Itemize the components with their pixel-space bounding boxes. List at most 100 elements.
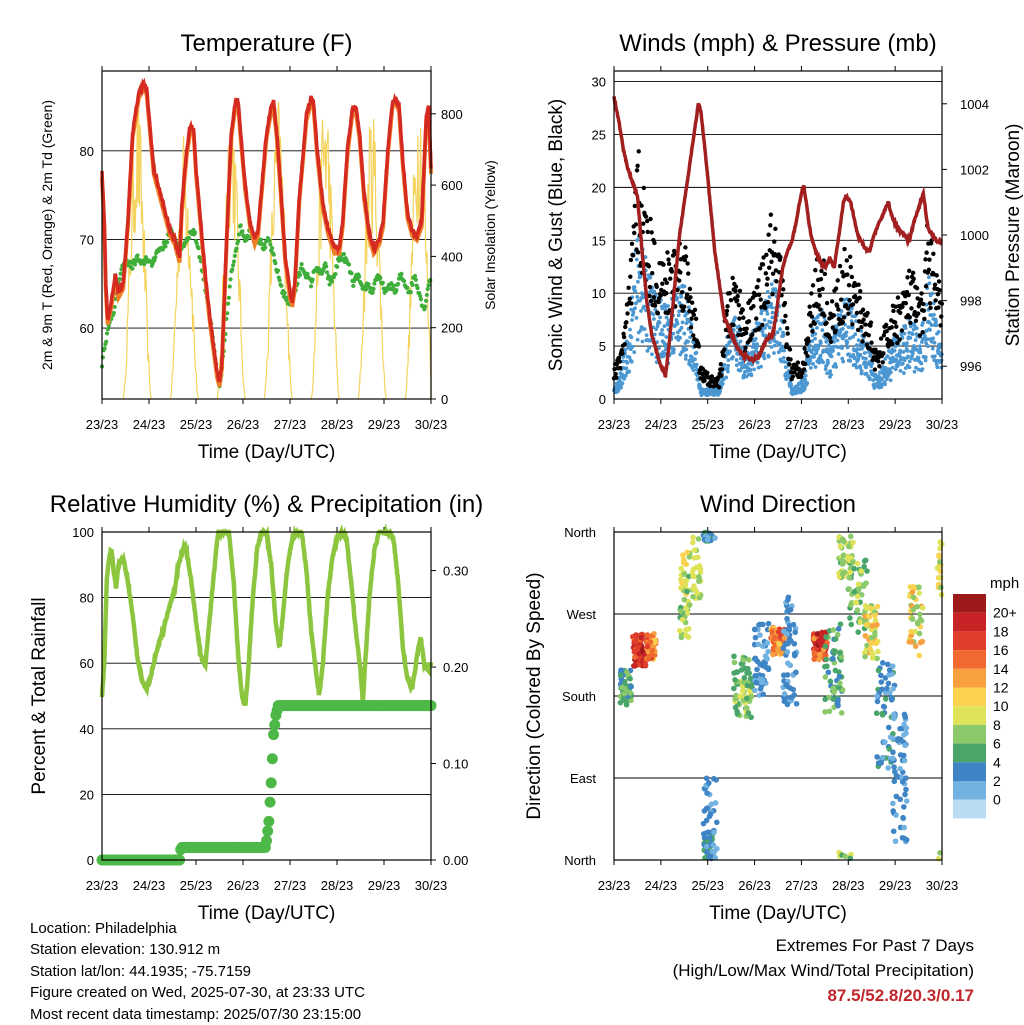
dewpoint-point <box>423 298 429 303</box>
direction-point <box>839 571 846 578</box>
wind-point <box>631 310 636 315</box>
gust-point <box>684 292 690 297</box>
temperature-ytick-label: 60 <box>80 321 94 336</box>
solar-insolation-line <box>310 119 340 400</box>
wind-point <box>892 348 897 353</box>
direction-point <box>879 660 886 666</box>
dewpoint-point <box>282 290 287 296</box>
solar-insolation-line <box>263 101 293 400</box>
dewpoint-point <box>100 355 105 360</box>
wind-point <box>818 353 823 358</box>
gust-point <box>936 305 941 310</box>
direction-point <box>827 678 834 685</box>
direction-point <box>886 746 893 752</box>
wind-point <box>864 371 869 376</box>
wind-point <box>749 373 754 378</box>
wind-point <box>738 339 743 344</box>
dewpoint-point <box>228 277 233 282</box>
wind-point <box>840 326 845 331</box>
gust-point <box>892 320 898 325</box>
wind-point <box>773 289 778 293</box>
humidity-xtick-label: 29/23 <box>368 878 401 893</box>
speed-legend-swatch <box>953 706 986 725</box>
direction-point <box>901 824 907 831</box>
direction-point <box>684 588 690 595</box>
wind-point <box>769 301 774 306</box>
direction-border <box>613 531 943 861</box>
direction-xlabel: Time (Day/UTC) <box>709 903 847 924</box>
direction-point <box>784 672 791 678</box>
wind-point <box>660 306 665 311</box>
speed-legend-swatch <box>953 650 986 669</box>
wind-point <box>930 346 935 351</box>
direction-ytick-label: East <box>570 771 596 786</box>
wind-point <box>645 348 650 353</box>
direction-point <box>892 768 898 775</box>
dewpoint-point <box>415 286 420 291</box>
direction-point <box>936 559 943 565</box>
wind-point <box>808 358 813 363</box>
dewpoint-point <box>238 223 243 228</box>
direction-point <box>875 648 881 655</box>
wind-point <box>762 356 767 361</box>
humidity-ytick-label: 20 <box>80 787 94 802</box>
gust-point <box>919 291 924 296</box>
gust-point <box>880 360 885 365</box>
gust-point <box>838 297 844 302</box>
wind-point <box>810 333 815 338</box>
wind-point <box>856 338 861 343</box>
gust-point <box>813 267 818 273</box>
direction-point <box>685 634 692 640</box>
gust-point <box>807 304 812 309</box>
gust-point <box>683 245 688 250</box>
direction-point <box>875 667 882 674</box>
gust-point <box>827 335 833 340</box>
direction-point <box>837 680 843 686</box>
wind-point <box>768 340 772 345</box>
direction-point <box>647 639 654 645</box>
dewpoint-point <box>142 261 147 267</box>
wind-point <box>686 305 691 310</box>
gust-point <box>790 374 796 379</box>
direction-point <box>862 653 868 660</box>
humidity-xtick-label: 28/23 <box>321 878 354 893</box>
solar-insolation-line <box>404 127 432 400</box>
gust-point <box>682 257 688 263</box>
wind-point <box>671 347 676 352</box>
gust-point <box>664 280 670 285</box>
gust-point <box>636 149 641 154</box>
direction-point <box>793 669 799 676</box>
wind-point <box>688 335 693 340</box>
direction-point <box>644 643 651 650</box>
direction-point <box>899 778 906 785</box>
dewpoint-point <box>324 264 329 269</box>
wind-point <box>683 356 688 361</box>
gust-point <box>647 284 653 290</box>
gust-point <box>860 307 866 312</box>
direction-point <box>914 620 921 627</box>
direction-point <box>908 628 914 635</box>
gust-point <box>755 284 760 290</box>
dewpoint-point <box>163 244 168 249</box>
direction-point <box>632 633 639 639</box>
wind-point <box>689 330 693 335</box>
direction-point <box>842 853 848 860</box>
wind-point <box>623 347 628 352</box>
direction-point <box>785 608 791 615</box>
direction-point <box>873 640 879 647</box>
gust-point <box>736 302 742 308</box>
gust-point <box>728 298 734 303</box>
direction-point <box>855 581 862 587</box>
wind-point <box>817 360 822 365</box>
dewpoint-point <box>401 278 407 284</box>
direction-point <box>840 552 847 558</box>
dewpoint-point <box>102 346 107 351</box>
wind-point <box>635 279 640 284</box>
direction-point <box>638 634 645 641</box>
direction-point <box>649 651 655 658</box>
dewpoint-point <box>231 259 237 264</box>
wind-point <box>840 346 844 350</box>
gust-point <box>641 185 647 191</box>
wind-point <box>782 348 786 353</box>
gust-point <box>917 333 923 338</box>
